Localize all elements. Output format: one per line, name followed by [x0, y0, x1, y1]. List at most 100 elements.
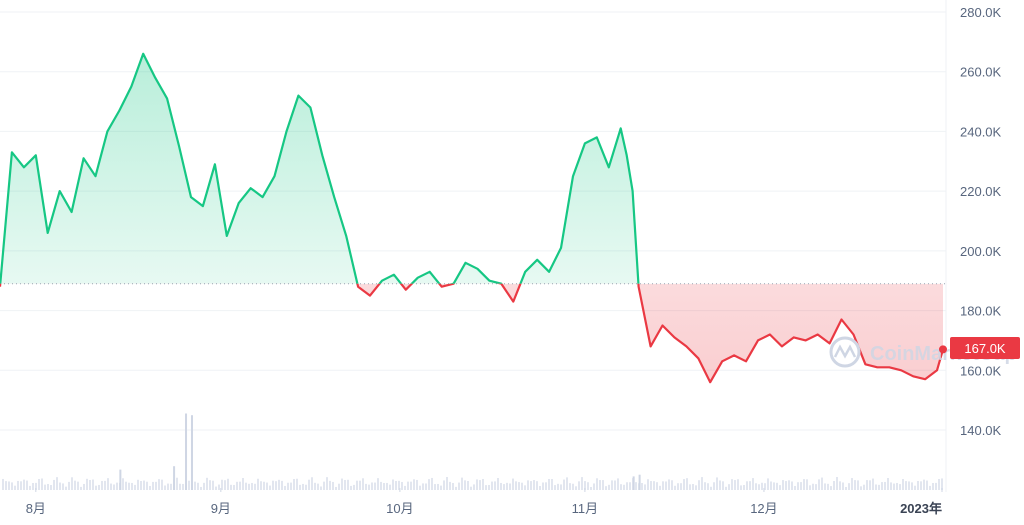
volume-bar: [470, 486, 472, 490]
volume-bar: [146, 481, 148, 490]
volume-bar: [407, 481, 409, 490]
volume-bar: [5, 481, 7, 490]
volume-bar: [692, 484, 694, 490]
volume-bar: [941, 478, 943, 490]
volume-bar: [260, 481, 262, 490]
volume-bar: [893, 483, 895, 490]
volume-bar: [119, 469, 122, 490]
volume-bar: [383, 482, 385, 490]
volume-bar: [350, 485, 352, 490]
volume-bar: [284, 485, 286, 490]
volume-bar: [644, 484, 646, 490]
volume-bar: [230, 484, 232, 490]
volume-bar: [848, 483, 850, 490]
volume-bar: [839, 481, 841, 490]
volume-bar: [761, 482, 763, 490]
volume-bar: [323, 481, 325, 490]
volume-bar: [161, 479, 163, 490]
volume-bar: [836, 477, 838, 490]
volume-bar: [857, 480, 859, 490]
volume-bar: [101, 480, 103, 490]
volume-bar: [812, 483, 814, 490]
volume-bar: [647, 479, 649, 490]
volume-bar: [335, 486, 337, 490]
volume-bar: [257, 478, 259, 490]
volume-bar: [710, 486, 712, 490]
volume-bar: [296, 478, 298, 490]
volume-bar: [659, 485, 661, 490]
volume-bar: [218, 484, 220, 490]
volume-bar: [503, 484, 505, 490]
volume-bar: [530, 481, 532, 490]
volume-bar: [758, 484, 760, 490]
volume-bar: [17, 480, 19, 490]
volume-bar: [752, 478, 754, 490]
volume-bar: [176, 477, 178, 490]
volume-bar: [224, 480, 226, 490]
volume-bar: [173, 466, 176, 490]
volume-bar: [416, 479, 418, 490]
volume-bar: [614, 480, 616, 490]
area-fill: [0, 53, 943, 383]
volume-bar: [665, 481, 667, 490]
volume-bar: [707, 483, 709, 490]
volume-bar: [326, 477, 328, 490]
volume-bar: [932, 483, 934, 490]
volume-bar: [185, 413, 188, 490]
volume-bar: [878, 484, 880, 490]
volume-bar: [611, 480, 613, 490]
volume-bar: [773, 482, 775, 490]
volume-bar: [851, 478, 853, 490]
volume-bar: [887, 478, 889, 490]
volume-bar: [719, 480, 721, 490]
volume-bar: [551, 479, 553, 490]
volume-bar: [683, 479, 685, 490]
x-tick-label: 2023年: [900, 501, 942, 516]
volume-bar: [557, 483, 559, 490]
volume-bar: [695, 485, 697, 490]
volume-bar: [491, 481, 493, 490]
volume-bar: [164, 485, 166, 490]
price-line-down: [0, 283, 945, 384]
volume-bar: [137, 479, 139, 490]
volume-bar: [266, 482, 268, 490]
volume-bar: [890, 482, 892, 490]
volume-bar: [749, 481, 751, 490]
volume-bar: [395, 481, 397, 490]
y-tick-label: 280.0K: [960, 5, 1002, 20]
volume-bar: [518, 482, 520, 490]
volume-bar: [899, 484, 901, 490]
volume-bar: [497, 478, 499, 490]
volume-bar: [872, 478, 874, 490]
volume-bar: [593, 483, 595, 490]
volume-bar: [506, 482, 508, 490]
volume-bar: [62, 483, 64, 490]
volume-bar: [167, 483, 169, 490]
volume-bar: [269, 485, 271, 490]
volume-bar: [263, 481, 265, 490]
volume-bar: [47, 483, 49, 490]
volume-bar: [194, 481, 196, 490]
volume-bar: [524, 485, 526, 490]
volume-bar: [116, 482, 118, 490]
volume-bar: [26, 480, 28, 490]
volume-bar: [515, 481, 517, 490]
x-tick-label: 12月: [750, 501, 777, 516]
volume-bar: [674, 485, 676, 490]
volume-bar: [641, 482, 643, 490]
volume-bar: [155, 481, 157, 490]
volume-bar: [245, 482, 247, 490]
volume-bar: [569, 483, 571, 490]
volume-bar: [365, 483, 367, 490]
volume-bar: [554, 485, 556, 490]
volume-bar: [827, 483, 829, 490]
price-line-up: [0, 52, 640, 284]
volume-bar: [227, 478, 229, 490]
volume-bar: [686, 478, 688, 490]
volume-bar: [464, 480, 466, 490]
volume-bar: [677, 483, 679, 490]
volume-bar: [392, 479, 394, 490]
volume-bar: [869, 480, 871, 490]
volume-bar: [359, 480, 361, 490]
volume-bar: [308, 479, 310, 490]
